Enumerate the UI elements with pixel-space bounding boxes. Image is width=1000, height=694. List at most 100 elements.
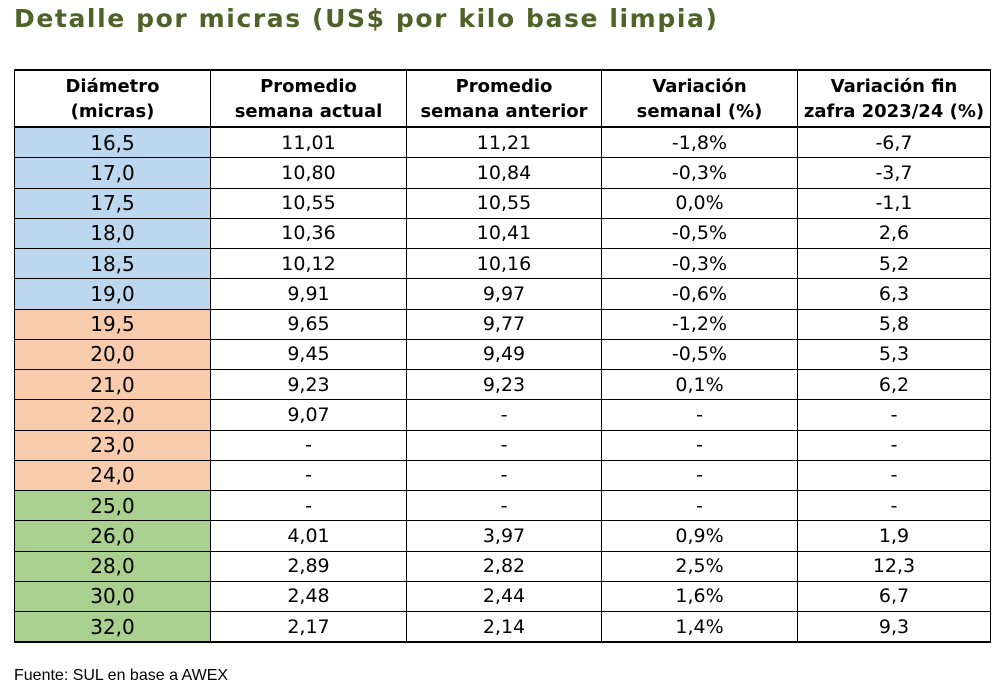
variacion-zafra-cell: -	[797, 489, 991, 522]
promedio-anterior-cell: 9,49	[406, 338, 602, 371]
table-body: 16,5 11,01 11,21 -1,8% -6,7 17,0 10,80 10,84 -0,…	[14, 126, 991, 644]
table-row: 30,0 2,48 2,44 1,6% 6,7	[14, 580, 991, 613]
promedio-anterior-cell: -	[406, 399, 602, 431]
variacion-semanal-cell: -1,2%	[601, 308, 798, 340]
table-row: 28,0 2,89 2,82 2,5% 12,3	[14, 550, 991, 582]
variacion-zafra-cell: -	[797, 429, 991, 461]
header-row: Diámetro (micras) Promedio semana actual Pro…	[14, 69, 991, 128]
promedio-actual-cell: 9,91	[210, 278, 407, 310]
variacion-semanal-cell: 1,6%	[601, 580, 798, 613]
table-row: 17,0 10,80 10,84 -0,3% -3,7	[14, 157, 991, 189]
promedio-actual-cell: 2,48	[210, 580, 407, 613]
promedio-actual-cell: 10,36	[210, 217, 407, 250]
promedio-actual-cell: 2,17	[210, 611, 407, 644]
header-diametro: Diámetro (micras)	[14, 69, 211, 128]
promedio-actual-cell: -	[210, 489, 407, 522]
table-row: 32,0 2,17 2,14 1,4% 9,3	[14, 611, 991, 644]
diametro-cell: 23,0	[14, 429, 211, 461]
promedio-anterior-cell: 10,55	[406, 187, 602, 219]
promedio-actual-cell: 10,55	[210, 187, 407, 219]
diametro-cell: 19,0	[14, 278, 211, 310]
promedio-anterior-cell: 10,84	[406, 157, 602, 189]
diametro-cell: 16,5	[14, 126, 211, 159]
header-line: Promedio	[260, 75, 357, 97]
variacion-zafra-cell: 9,3	[797, 611, 991, 644]
diametro-cell: 30,0	[14, 580, 211, 613]
table-row: 20,0 9,45 9,49 -0,5% 5,3	[14, 338, 991, 371]
variacion-semanal-cell: -0,5%	[601, 338, 798, 371]
variacion-zafra-cell: 6,3	[797, 278, 991, 310]
variacion-zafra-cell: 5,2	[797, 247, 991, 280]
diametro-cell: 19,5	[14, 308, 211, 340]
variacion-semanal-cell: -	[601, 489, 798, 522]
table-row: 25,0- - - -	[14, 489, 991, 522]
variacion-zafra-cell: -6,7	[797, 126, 991, 159]
diametro-cell: 22,0	[14, 399, 211, 431]
diametro-cell: 21,0	[14, 368, 211, 401]
table-row: 18,5 10,12 10,16 -0,3% 5,2	[14, 247, 991, 280]
variacion-semanal-cell: -0,3%	[601, 157, 798, 189]
variacion-semanal-cell: 0,0%	[601, 187, 798, 219]
variacion-zafra-cell: 5,8	[797, 308, 991, 340]
promedio-actual-cell: -	[210, 429, 407, 461]
table-header: Diámetro (micras) Promedio semana actual Pro…	[14, 69, 991, 128]
promedio-anterior-cell: 9,77	[406, 308, 602, 340]
variacion-semanal-cell: 0,9%	[601, 520, 798, 552]
header-promedio-actual: Promedio semana actual	[210, 69, 407, 128]
diametro-cell: 28,0	[14, 550, 211, 582]
variacion-semanal-cell: 1,4%	[601, 611, 798, 644]
variacion-semanal-cell: -0,3%	[601, 247, 798, 280]
promedio-actual-cell: 10,12	[210, 247, 407, 280]
promedio-anterior-cell: 10,41	[406, 217, 602, 250]
variacion-semanal-cell: -	[601, 429, 798, 461]
table-row: 21,0 9,23 9,23 0,1% 6,2	[14, 368, 991, 401]
header-line: Diámetro	[65, 75, 160, 97]
promedio-actual-cell: -	[210, 459, 407, 492]
table-row: 19,0 9,91 9,97 -0,6% 6,3	[14, 278, 991, 310]
diametro-cell: 26,0	[14, 520, 211, 552]
variacion-semanal-cell: -1,8%	[601, 126, 798, 159]
promedio-actual-cell: 9,23	[210, 368, 407, 401]
variacion-semanal-cell: -	[601, 399, 798, 431]
header-line: semanal (%)	[636, 100, 763, 122]
variacion-zafra-cell: 1,9	[797, 520, 991, 552]
table-row: 23,0- - - -	[14, 429, 991, 461]
table-row: 26,0 4,01 3,97 0,9% 1,9	[14, 520, 991, 552]
promedio-anterior-cell: 11,21	[406, 126, 602, 159]
promedio-actual-cell: 2,89	[210, 550, 407, 582]
header-line: zafra 2023/24 (%)	[803, 100, 985, 122]
variacion-zafra-cell: 6,2	[797, 368, 991, 401]
diametro-cell: 17,0	[14, 157, 211, 189]
variacion-semanal-cell: -0,5%	[601, 217, 798, 250]
variacion-semanal-cell: -0,6%	[601, 278, 798, 310]
variacion-zafra-cell: 6,7	[797, 580, 991, 613]
variacion-zafra-cell: 12,3	[797, 550, 991, 582]
header-line: semana actual	[234, 100, 383, 122]
table-row: 19,5 9,65 9,77 -1,2% 5,8	[14, 308, 991, 340]
promedio-anterior-cell: 9,97	[406, 278, 602, 310]
header-variacion-semanal: Variación semanal (%)	[601, 69, 798, 128]
variacion-semanal-cell: 0,1%	[601, 368, 798, 401]
variacion-zafra-cell: 5,3	[797, 338, 991, 371]
promedio-anterior-cell: 2,14	[406, 611, 602, 644]
promedio-actual-cell: 9,45	[210, 338, 407, 371]
promedio-actual-cell: 10,80	[210, 157, 407, 189]
header-promedio-anterior: Promedio semana anterior	[406, 69, 602, 128]
page-title: Detalle por micras (US$ por kilo base li…	[14, 4, 719, 33]
diametro-cell: 18,5	[14, 247, 211, 280]
table-row: 18,0 10,36 10,41 -0,5% 2,6	[14, 217, 991, 250]
table-row: 17,5 10,55 10,55 0,0% -1,1	[14, 187, 991, 219]
promedio-actual-cell: 11,01	[210, 126, 407, 159]
diametro-cell: 18,0	[14, 217, 211, 250]
header-line: Promedio	[455, 75, 553, 97]
promedio-anterior-cell: 3,97	[406, 520, 602, 552]
diametro-cell: 24,0	[14, 459, 211, 492]
header-line: (micras)	[70, 100, 155, 122]
diametro-cell: 17,5	[14, 187, 211, 219]
variacion-zafra-cell: -1,1	[797, 187, 991, 219]
variacion-zafra-cell: 2,6	[797, 217, 991, 250]
promedio-anterior-cell: 9,23	[406, 368, 602, 401]
promedio-actual-cell: 9,65	[210, 308, 407, 340]
table-row: 24,0- - - -	[14, 459, 991, 492]
variacion-zafra-cell: -	[797, 459, 991, 492]
